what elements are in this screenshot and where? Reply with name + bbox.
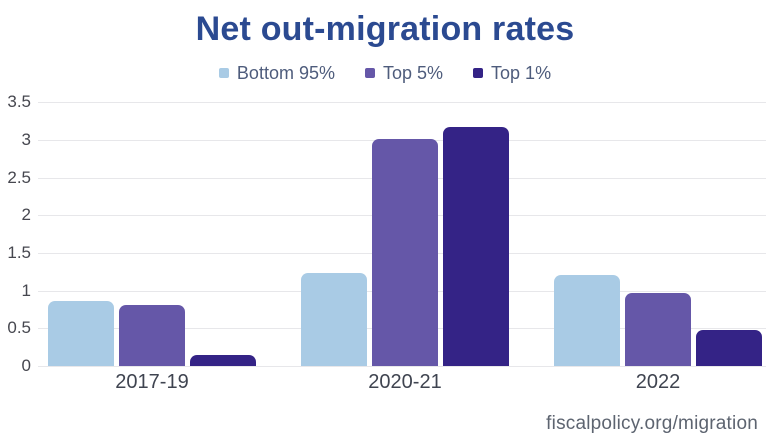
bar-group-2020-21 <box>301 102 509 367</box>
y-tick: 2.5 <box>7 167 31 187</box>
y-tick: 2 <box>21 205 31 225</box>
x-label-2020-21: 2020-21 <box>368 371 442 394</box>
x-axis: 2017-19 2020-21 2022 <box>0 371 770 394</box>
source-url: fiscalpolicy.org/migration <box>546 413 758 434</box>
legend-label-top1: Top 1% <box>491 62 552 83</box>
bar-bottom95-2020-21 <box>301 273 367 367</box>
chart-area: 3.5 3 2.5 2 1.5 1 0.5 0 <box>0 93 770 374</box>
bar-top5-2020-21 <box>372 139 438 367</box>
x-label-2017-19: 2017-19 <box>115 371 189 394</box>
y-axis: 3.5 3 2.5 2 1.5 1 0.5 0 <box>0 93 38 374</box>
plot-area <box>38 102 766 368</box>
gridline <box>38 102 766 104</box>
y-tick: 3 <box>21 129 31 149</box>
bar-top1-2020-21 <box>443 127 509 367</box>
x-label-2022: 2022 <box>635 371 681 394</box>
y-tick: 1.5 <box>7 243 31 263</box>
bar-top1-2022 <box>696 329 762 367</box>
bar-groups <box>38 102 766 367</box>
y-tick: 1 <box>21 280 31 300</box>
y-tick: 3.5 <box>7 92 31 112</box>
legend-item-top1: Top 1% <box>473 63 551 84</box>
bar-top5-2022 <box>625 292 691 367</box>
bar-bottom95-2022 <box>554 274 620 367</box>
y-tick: 0.5 <box>7 318 31 338</box>
legend-item-top5: Top 5% <box>364 62 444 84</box>
legend-swatch-bottom95 <box>218 68 229 79</box>
legend-item-bottom95: Bottom 95% <box>218 62 335 84</box>
legend-label-top5: Top 5% <box>382 62 444 83</box>
legend-label-bottom95: Bottom 95% <box>236 62 335 83</box>
bar-top1-2017-19 <box>190 354 256 367</box>
legend-swatch-top1 <box>473 68 484 79</box>
bar-bottom95-2017-19 <box>48 301 114 367</box>
bar-group-2022 <box>554 102 762 367</box>
bar-top5-2017-19 <box>119 305 185 367</box>
chart-title: Net out-migration rates <box>195 10 575 48</box>
legend-swatch-top5 <box>364 68 375 79</box>
legend: Bottom 95% Top 5% Top 1% <box>0 62 770 84</box>
gridline <box>38 366 766 368</box>
y-tick: 0 <box>21 356 31 376</box>
bar-group-2017-19 <box>48 102 256 367</box>
